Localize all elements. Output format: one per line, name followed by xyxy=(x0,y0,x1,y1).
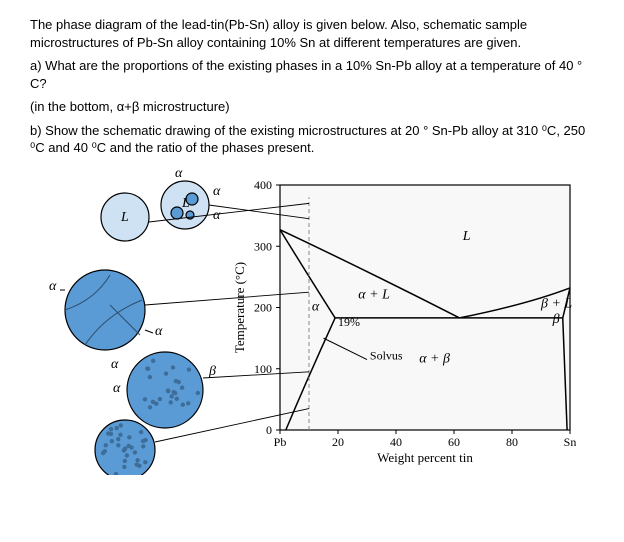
note-text: (in the bottom, α+β microstructure) xyxy=(30,98,594,116)
svg-text:L: L xyxy=(120,210,129,225)
region-beta-L: β + L xyxy=(540,296,572,311)
svg-text:80: 80 xyxy=(506,435,518,449)
svg-text:α: α xyxy=(49,279,57,294)
region-L: L xyxy=(462,229,471,244)
svg-text:400: 400 xyxy=(254,178,272,192)
svg-text:β: β xyxy=(208,364,216,379)
svg-text:40: 40 xyxy=(390,435,402,449)
y-axis-label: Temperature (°C) xyxy=(232,262,247,353)
svg-text:α: α xyxy=(155,324,163,339)
svg-text:α: α xyxy=(113,381,121,396)
svg-text:α: α xyxy=(213,184,221,199)
svg-text:α: α xyxy=(175,166,183,181)
part-a-text: a) What are the proportions of the exist… xyxy=(30,57,594,92)
svg-text:α: α xyxy=(111,357,119,372)
region-alpha-beta: α + β xyxy=(419,351,450,366)
svg-text:Pb: Pb xyxy=(274,435,287,449)
region-beta: β xyxy=(552,312,560,327)
svg-text:200: 200 xyxy=(254,300,272,314)
svg-text:20: 20 xyxy=(332,435,344,449)
svg-text:0: 0 xyxy=(266,423,272,437)
figure-container: Lα + Lβ + Lβαα + βSolvus19%0100200300400… xyxy=(30,165,590,475)
region-alpha-L: α + L xyxy=(358,287,390,302)
x-axis-label: Weight percent tin xyxy=(377,450,473,465)
intro-text: The phase diagram of the lead-tin(Pb-Sn)… xyxy=(30,16,594,51)
part-b-text: b) Show the schematic drawing of the exi… xyxy=(30,122,594,157)
region-alpha: α xyxy=(312,299,320,314)
svg-text:α: α xyxy=(213,208,221,223)
svg-text:L: L xyxy=(181,196,190,211)
svg-text:Sn: Sn xyxy=(564,435,577,449)
nineteen-label: 19% xyxy=(338,315,360,329)
phase-diagram-svg: Lα + Lβ + Lβαα + βSolvus19%0100200300400… xyxy=(30,165,590,475)
svg-text:100: 100 xyxy=(254,362,272,376)
svg-text:60: 60 xyxy=(448,435,460,449)
svg-text:300: 300 xyxy=(254,239,272,253)
solvus-label: Solvus xyxy=(370,348,403,362)
